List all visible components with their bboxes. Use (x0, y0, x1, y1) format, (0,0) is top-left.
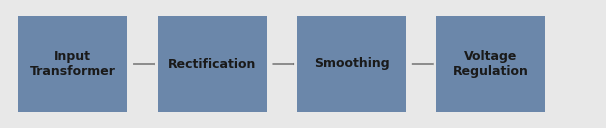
FancyBboxPatch shape (436, 16, 545, 112)
FancyBboxPatch shape (18, 16, 127, 112)
FancyBboxPatch shape (297, 16, 406, 112)
Text: Smoothing: Smoothing (314, 57, 389, 71)
Text: Input
Transformer: Input Transformer (30, 50, 116, 78)
Text: Voltage
Regulation: Voltage Regulation (453, 50, 529, 78)
Text: Rectification: Rectification (168, 57, 256, 71)
FancyBboxPatch shape (158, 16, 267, 112)
